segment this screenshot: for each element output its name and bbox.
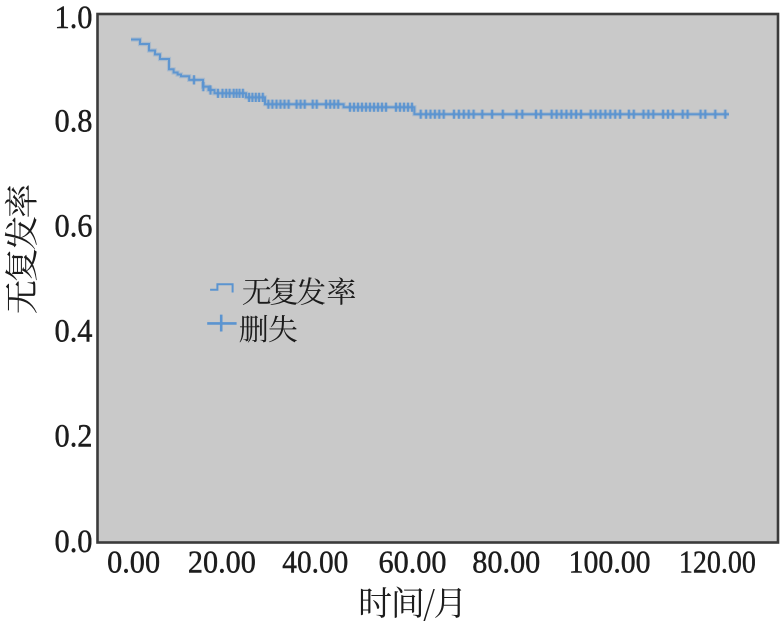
svg-text:20.00: 20.00 <box>188 544 256 580</box>
svg-text:120.00: 120.00 <box>679 544 756 580</box>
svg-text:80.00: 80.00 <box>472 544 540 580</box>
svg-text:60.00: 60.00 <box>379 544 447 580</box>
svg-text:100.00: 100.00 <box>569 544 651 580</box>
svg-text:0.4: 0.4 <box>55 313 93 349</box>
svg-text:40.00: 40.00 <box>282 544 348 580</box>
svg-text:0.8: 0.8 <box>55 103 93 139</box>
svg-text:0.0: 0.0 <box>55 524 93 560</box>
svg-text:0.2: 0.2 <box>55 418 93 454</box>
svg-text:1.0: 1.0 <box>55 0 93 36</box>
svg-text:0.00: 0.00 <box>107 544 160 580</box>
svg-text:0.6: 0.6 <box>55 208 93 244</box>
